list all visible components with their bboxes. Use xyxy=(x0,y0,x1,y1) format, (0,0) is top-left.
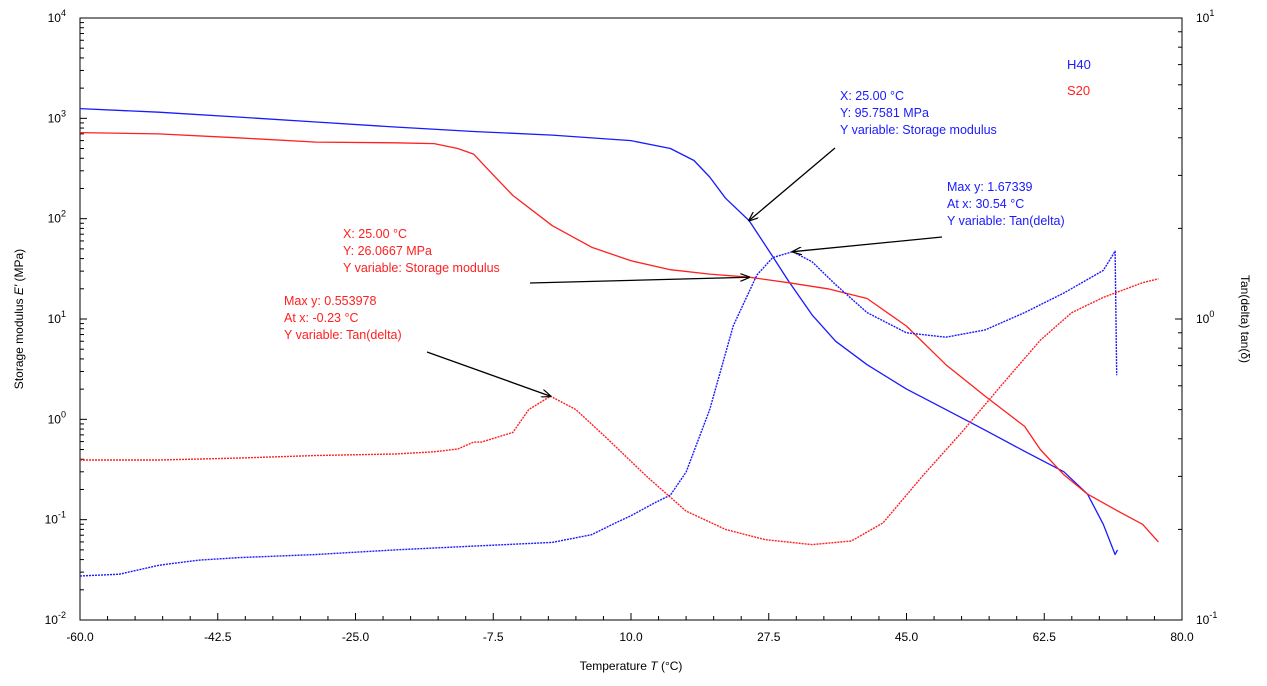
plot-area xyxy=(79,17,1183,621)
y-left-tick-labels: 10-2 10-1 100 101 102 103 104 xyxy=(45,8,66,627)
series-line-h40-tan-delta xyxy=(79,250,1118,577)
x-tick-label: -25.0 xyxy=(342,630,370,644)
y-right-tick-label: 101 xyxy=(1196,8,1214,25)
annotations: X: 25.00 °C Y: 95.7581 MPa Y variable: Sto… xyxy=(284,89,1065,396)
y-right-tick-labels: 10-1 100 101 xyxy=(1196,8,1217,627)
annotation-arrow xyxy=(426,351,550,396)
x-tick-label: -42.5 xyxy=(204,630,232,644)
x-tick-label: 27.5 xyxy=(757,630,781,644)
series-line-s20-tan-delta xyxy=(80,278,1159,546)
y-left-tick-label: 10-1 xyxy=(45,510,66,527)
y-left-tick-label: 10-2 xyxy=(45,610,66,627)
legend-item-s20: S20 xyxy=(1067,83,1090,98)
y-left-tick-label: 104 xyxy=(48,8,66,25)
series-lines xyxy=(79,107,1159,577)
y-right-axis-title: Tan(delta) tan(δ) xyxy=(1238,275,1252,363)
x-axis-title: Temperature T (°C) xyxy=(580,659,683,673)
y-right-tick-label: 10-1 xyxy=(1196,610,1217,627)
annotation-arrow xyxy=(529,277,749,284)
annotation-label: Max y: 1.67339 At x: 30.54 °C Y variable: … xyxy=(947,180,1065,228)
series-line-s20-storage-modulus xyxy=(79,131,1159,543)
x-tick-label: 10.0 xyxy=(619,630,643,644)
y-left-tick-label: 102 xyxy=(48,209,66,226)
annotation-label: X: 25.00 °C Y: 26.0667 MPa Y variable: Sto… xyxy=(343,227,500,275)
annotation-label: X: 25.00 °C Y: 95.7581 MPa Y variable: Sto… xyxy=(840,89,997,137)
x-tick-label: 45.0 xyxy=(895,630,919,644)
y-right-tick-label: 100 xyxy=(1196,309,1214,326)
legend: H40 S20 xyxy=(1067,57,1091,98)
annotation-arrow xyxy=(749,147,836,221)
legend-item-h40: H40 xyxy=(1067,57,1091,72)
y-left-tick-label: 100 xyxy=(48,409,66,426)
series-line-h40-storage-modulus xyxy=(79,107,1119,556)
tick-marks xyxy=(79,22,1183,621)
y-left-tick-label: 101 xyxy=(48,309,66,326)
y-left-tick-label: 103 xyxy=(48,108,66,125)
x-tick-label: -7.5 xyxy=(483,630,504,644)
x-tick-label: 80.0 xyxy=(1170,630,1194,644)
annotation-arrow xyxy=(793,236,943,252)
x-tick-label: 62.5 xyxy=(1033,630,1057,644)
x-tick-label: -60.0 xyxy=(66,630,94,644)
x-tick-labels: -60.0 -42.5 -25.0 -7.5 10.0 27.5 45.0 62.5 80.0 xyxy=(66,630,1194,644)
y-left-axis-title: Storage modulus E' (MPa) xyxy=(12,249,26,389)
annotation-label: Max y: 0.553978 At x: -0.23 °C Y variable:… xyxy=(284,294,402,342)
